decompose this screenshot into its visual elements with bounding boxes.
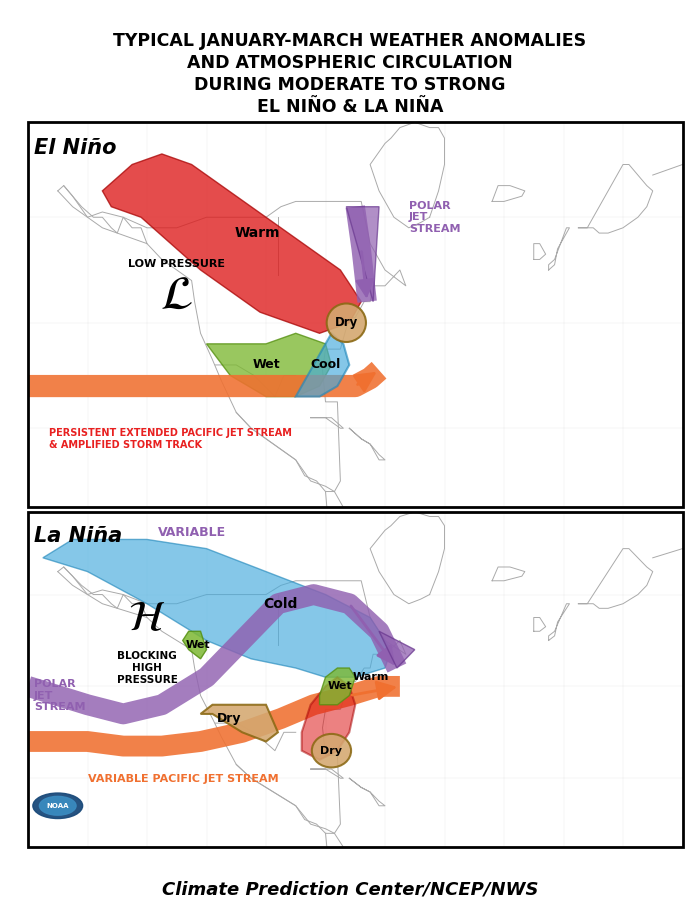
Text: POLAR
JET
STREAM: POLAR JET STREAM [34, 679, 85, 712]
Polygon shape [346, 207, 379, 302]
Ellipse shape [327, 304, 366, 342]
Text: Wet: Wet [328, 681, 353, 691]
Polygon shape [296, 333, 349, 397]
Text: $\mathcal{L}$: $\mathcal{L}$ [160, 274, 193, 318]
Circle shape [39, 796, 76, 815]
Text: Cold: Cold [264, 597, 298, 611]
Text: Warm: Warm [353, 672, 389, 682]
Text: LOW PRESSURE: LOW PRESSURE [128, 259, 225, 269]
Text: VARIABLE PACIFIC JET STREAM: VARIABLE PACIFIC JET STREAM [88, 774, 278, 784]
Polygon shape [43, 539, 391, 677]
Text: NOAA: NOAA [46, 803, 69, 809]
Polygon shape [302, 677, 356, 760]
Polygon shape [183, 631, 206, 659]
Circle shape [33, 793, 83, 818]
Polygon shape [206, 333, 332, 397]
Text: El Niño: El Niño [34, 138, 116, 159]
Text: Wet: Wet [186, 640, 210, 651]
Text: Dry: Dry [335, 316, 358, 329]
Polygon shape [319, 668, 356, 705]
Text: BLOCKING
HIGH
PRESSURE: BLOCKING HIGH PRESSURE [117, 651, 177, 685]
Text: PERSISTENT EXTENDED PACIFIC JET STREAM
& AMPLIFIED STORM TRACK: PERSISTENT EXTENDED PACIFIC JET STREAM &… [49, 429, 292, 450]
Text: TYPICAL JANUARY-MARCH WEATHER ANOMALIES
AND ATMOSPHERIC CIRCULATION
DURING MODER: TYPICAL JANUARY-MARCH WEATHER ANOMALIES … [113, 32, 587, 116]
Text: Dry: Dry [217, 712, 241, 725]
Text: Dry: Dry [321, 746, 342, 756]
Text: Wet: Wet [252, 359, 280, 371]
Text: Climate Prediction Center/NCEP/NWS: Climate Prediction Center/NCEP/NWS [162, 881, 538, 899]
Polygon shape [102, 154, 361, 333]
Text: $\mathcal{H}$: $\mathcal{H}$ [128, 597, 166, 639]
Polygon shape [379, 631, 415, 668]
Text: La Niña: La Niña [34, 525, 122, 545]
Polygon shape [201, 705, 278, 741]
Ellipse shape [312, 734, 351, 767]
Text: Cool: Cool [310, 359, 341, 371]
Text: Warm: Warm [234, 226, 280, 240]
Text: VARIABLE: VARIABLE [158, 526, 225, 539]
Text: POLAR
JET
STREAM: POLAR JET STREAM [409, 200, 461, 234]
